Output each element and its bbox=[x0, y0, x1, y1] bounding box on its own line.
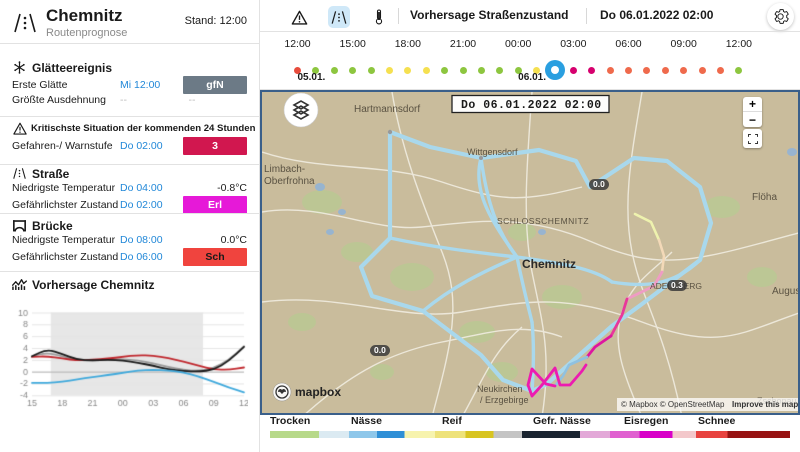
svg-text:Flöha: Flöha bbox=[752, 192, 777, 203]
svg-text:Wittgensdorf: Wittgensdorf bbox=[467, 147, 518, 157]
svg-text:Do 06.01.2022 02:00: Do 06.01.2022 02:00 bbox=[461, 99, 602, 112]
svg-text:Augus: Augus bbox=[772, 286, 800, 297]
svg-text:Improve this map: Improve this map bbox=[732, 400, 798, 409]
svg-text:Chemnitz: Chemnitz bbox=[522, 257, 576, 271]
svg-text:0.3: 0.3 bbox=[671, 280, 683, 290]
svg-text:SCHLOSSCHEMNITZ: SCHLOSSCHEMNITZ bbox=[497, 216, 589, 226]
svg-text:/ Erzgebirge: / Erzgebirge bbox=[480, 395, 529, 405]
svg-text:Oberfrohna: Oberfrohna bbox=[264, 176, 315, 187]
svg-text:0.0: 0.0 bbox=[593, 179, 605, 189]
svg-text:© Mapbox © OpenStreetMap: © Mapbox © OpenStreetMap bbox=[621, 400, 725, 409]
svg-text:Neukirchen: Neukirchen bbox=[477, 384, 523, 394]
svg-text:Limbach-: Limbach- bbox=[264, 164, 305, 175]
svg-text:Hartmannsdorf: Hartmannsdorf bbox=[354, 104, 420, 115]
svg-text:0.0: 0.0 bbox=[374, 345, 386, 355]
svg-text:mapbox: mapbox bbox=[295, 385, 341, 399]
